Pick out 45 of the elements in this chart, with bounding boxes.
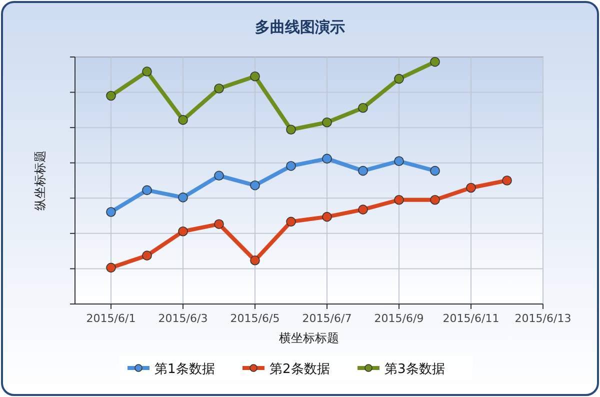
point xyxy=(358,166,368,176)
point xyxy=(394,74,404,84)
x-tick-label: 2015/6/5 xyxy=(230,312,280,325)
point xyxy=(178,226,188,236)
point xyxy=(466,182,476,193)
point xyxy=(106,207,116,217)
point xyxy=(178,192,188,202)
x-tick-label: 2015/6/1 xyxy=(86,312,136,325)
point xyxy=(178,115,188,125)
point xyxy=(286,216,296,227)
point xyxy=(142,66,152,76)
x-tick-label: 2015/6/3 xyxy=(158,312,208,325)
x-tick-label: 2015/6/9 xyxy=(374,312,424,325)
point xyxy=(394,194,404,205)
legend-label: 第3条数据 xyxy=(384,362,445,377)
point xyxy=(430,56,440,67)
point xyxy=(142,250,152,260)
point xyxy=(142,185,152,196)
x-tick-label: 2015/6/11 xyxy=(442,312,500,325)
point xyxy=(106,262,116,273)
point xyxy=(358,102,368,113)
point xyxy=(394,156,404,166)
point xyxy=(214,219,224,229)
x-tick-label: 2015/6/13 xyxy=(514,312,572,325)
y-axis-title: 纵坐标标题 xyxy=(33,150,47,210)
point xyxy=(286,161,296,171)
x-tick-label: 2015/6/7 xyxy=(302,312,352,325)
point xyxy=(250,256,260,266)
chart-title: 多曲线图演示 xyxy=(255,18,345,36)
point xyxy=(286,124,296,135)
point xyxy=(322,117,332,128)
point xyxy=(358,204,368,214)
x-axis-title: 横坐标标题 xyxy=(279,331,339,345)
point xyxy=(250,180,260,190)
point xyxy=(250,71,260,82)
point xyxy=(430,194,440,205)
point xyxy=(502,176,512,186)
point xyxy=(214,170,224,181)
point xyxy=(430,166,440,176)
point xyxy=(106,90,116,101)
point xyxy=(322,212,332,222)
legend-label: 第1条数据 xyxy=(154,362,215,377)
point xyxy=(214,84,224,94)
legend-label: 第2条数据 xyxy=(270,362,330,377)
point xyxy=(322,154,332,164)
